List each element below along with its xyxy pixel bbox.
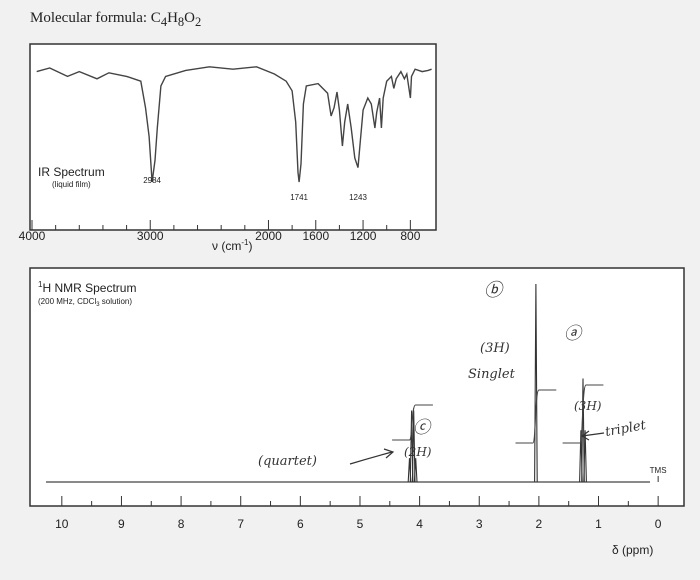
ir-peak-label-1741: 1741 bbox=[290, 193, 308, 202]
nmr-subtitle-sub: 3 bbox=[96, 302, 100, 308]
formula-h: H bbox=[167, 10, 178, 26]
formula-c: C bbox=[150, 10, 161, 26]
nmr-title-text: H NMR Spectrum bbox=[42, 281, 136, 295]
ir-tick-label-1600: 1600 bbox=[302, 229, 329, 243]
nmr-title-isotope: 1 bbox=[38, 280, 43, 289]
nmr-integral-b bbox=[515, 389, 557, 444]
ir-x-axis-label: ν (cm-1) bbox=[212, 238, 252, 253]
annotation-a-protons: (3H) bbox=[574, 399, 602, 413]
molecular-formula: Molecular formula: C4H8O2 bbox=[30, 10, 201, 30]
ir-x-axis-label-unit-exponent: -1 bbox=[241, 238, 249, 247]
annotation-a-letter: ⓐ bbox=[564, 324, 584, 344]
nmr-x-ticks bbox=[61, 496, 659, 506]
formula-o-count: 2 bbox=[195, 15, 202, 29]
ir-x-ticks bbox=[31, 220, 411, 230]
ir-frame bbox=[29, 43, 437, 231]
annotation-c-protons: (2H) bbox=[404, 445, 432, 459]
nmr-tms-label: TMS bbox=[650, 466, 667, 475]
nmr-tick-label-4: 4 bbox=[416, 517, 423, 531]
ir-tick-label-4000: 4000 bbox=[19, 229, 46, 243]
nmr-integral-a bbox=[562, 384, 604, 444]
annotation-c-arrow bbox=[349, 451, 393, 465]
annotation-b-singlet: Singlet bbox=[468, 367, 516, 382]
annotation-b-letter: ⓑ bbox=[484, 280, 505, 301]
nmr-tick-label-10: 10 bbox=[55, 517, 69, 531]
nmr-tick-label-6: 6 bbox=[297, 517, 304, 531]
nmr-tick-label-2: 2 bbox=[536, 517, 543, 531]
nmr-peak-c-line-4 bbox=[413, 458, 418, 483]
ir-x-axis-label-text: ν (cm bbox=[212, 239, 241, 253]
nmr-peak-a-line-2 bbox=[581, 378, 585, 483]
nmr-tick-label-0: 0 bbox=[655, 517, 662, 531]
formula-prefix: Molecular formula: bbox=[30, 10, 151, 26]
nmr-subtitle-text: (200 MHz, CDCl bbox=[38, 297, 96, 306]
ir-chart: IR Spectrum (liquid film) 2984 1741 1243… bbox=[19, 43, 437, 253]
nmr-integral-c bbox=[392, 404, 433, 441]
nmr-tick-label-9: 9 bbox=[118, 517, 125, 531]
nmr-subtitle: (200 MHz, CDCl3 solution) bbox=[38, 297, 132, 308]
annotation-a-arrow bbox=[581, 432, 605, 437]
nmr-tick-label-1: 1 bbox=[595, 517, 602, 531]
nmr-tick-label-7: 7 bbox=[237, 517, 244, 531]
annotation-c-letter: ⓒ bbox=[413, 418, 433, 438]
annotation-a-arrowhead bbox=[580, 430, 590, 441]
annotation-a-triplet: triplet bbox=[604, 418, 648, 440]
nmr-x-axis-label: δ (ppm) bbox=[612, 543, 653, 557]
nmr-chart: 1H NMR Spectrum (200 MHz, CDCl3 solution… bbox=[29, 267, 685, 557]
formula-c-count: 4 bbox=[160, 15, 168, 29]
nmr-tick-label-3: 3 bbox=[476, 517, 483, 531]
ir-subtitle: (liquid film) bbox=[52, 180, 91, 189]
nmr-subtitle-end: solution) bbox=[100, 297, 133, 306]
nmr-integrals bbox=[392, 384, 604, 444]
nmr-peak-a-line-3 bbox=[583, 430, 587, 483]
ir-tick-label-1200: 1200 bbox=[350, 229, 377, 243]
ir-x-axis-label-close: ) bbox=[248, 239, 252, 253]
ir-trace-line bbox=[36, 66, 432, 183]
ir-peak-label-1243: 1243 bbox=[349, 193, 367, 202]
formula-o: O bbox=[184, 10, 195, 26]
ir-title: IR Spectrum bbox=[38, 165, 105, 179]
nmr-tick-label-5: 5 bbox=[357, 517, 364, 531]
nmr-tick-label-8: 8 bbox=[178, 517, 185, 531]
ir-tick-label-2000: 2000 bbox=[255, 229, 282, 243]
annotation-b-protons: (3H) bbox=[480, 341, 510, 356]
annotation-c-arrowhead bbox=[383, 448, 395, 459]
nmr-title: 1H NMR Spectrum bbox=[38, 280, 136, 295]
nmr-frame bbox=[29, 267, 685, 507]
ir-tick-label-3000: 3000 bbox=[137, 229, 164, 243]
ir-peak-label-2984: 2984 bbox=[143, 176, 161, 185]
formula-h-count: 8 bbox=[177, 15, 185, 29]
ir-tick-label-800: 800 bbox=[400, 229, 420, 243]
annotation-c-quartet: (quartet) bbox=[258, 454, 317, 469]
